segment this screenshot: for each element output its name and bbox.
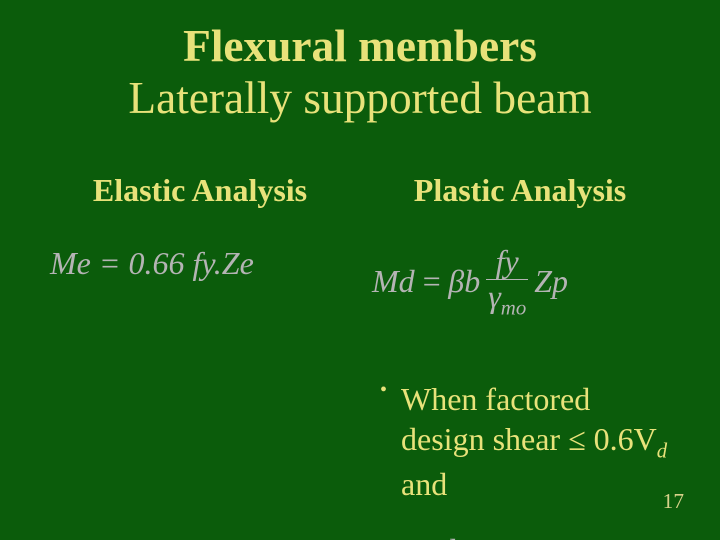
ratio-formula: d tw ≤ 67ε [360,534,680,540]
elastic-formula: Me = 0.66 fy.Ze [40,245,360,282]
slide: Flexural members Laterally supported bea… [0,0,720,540]
bullet-dot-icon: • [380,379,387,402]
bullet-text-part1: When factored design shear ≤ 0.6V [401,381,657,457]
right-heading: Plastic Analysis [360,172,680,209]
gamma-subscript: mo [501,296,526,319]
ratio-num: d [439,534,455,540]
ratio-fraction: d tw [430,534,464,540]
gamma-symbol: γ [488,278,501,314]
bullet-text-part2: and [401,466,447,502]
left-heading: Elastic Analysis [40,172,360,209]
left-column: Elastic Analysis Me = 0.66 fy.Ze [40,172,360,540]
bullet-subscript-d: d [657,439,667,462]
bullet-text: When factored design shear ≤ 0.6Vd and [401,379,680,504]
formula-zp: Zp [534,263,568,300]
plastic-formula: Md = βb fy γmo Zp [360,245,680,319]
formula-eq: = [421,263,443,300]
title-line-1: Flexural members [40,20,680,72]
fraction-denominator: γmo [486,279,528,319]
formula-lhs: Md [372,263,415,300]
right-column: Plastic Analysis Md = βb fy γmo Zp • Whe… [360,172,680,540]
fraction-numerator: fy [496,245,519,279]
bullet-block: • When factored design shear ≤ 0.6Vd and [360,379,680,504]
bullet-line: • When factored design shear ≤ 0.6Vd and [380,379,680,504]
title-line-2: Laterally supported beam [40,72,680,124]
page-number: 17 [663,489,684,514]
formula-betab: βb [448,263,480,300]
formula-fraction: fy γmo [486,245,528,319]
content-columns: Elastic Analysis Me = 0.66 fy.Ze Plastic… [40,172,680,540]
